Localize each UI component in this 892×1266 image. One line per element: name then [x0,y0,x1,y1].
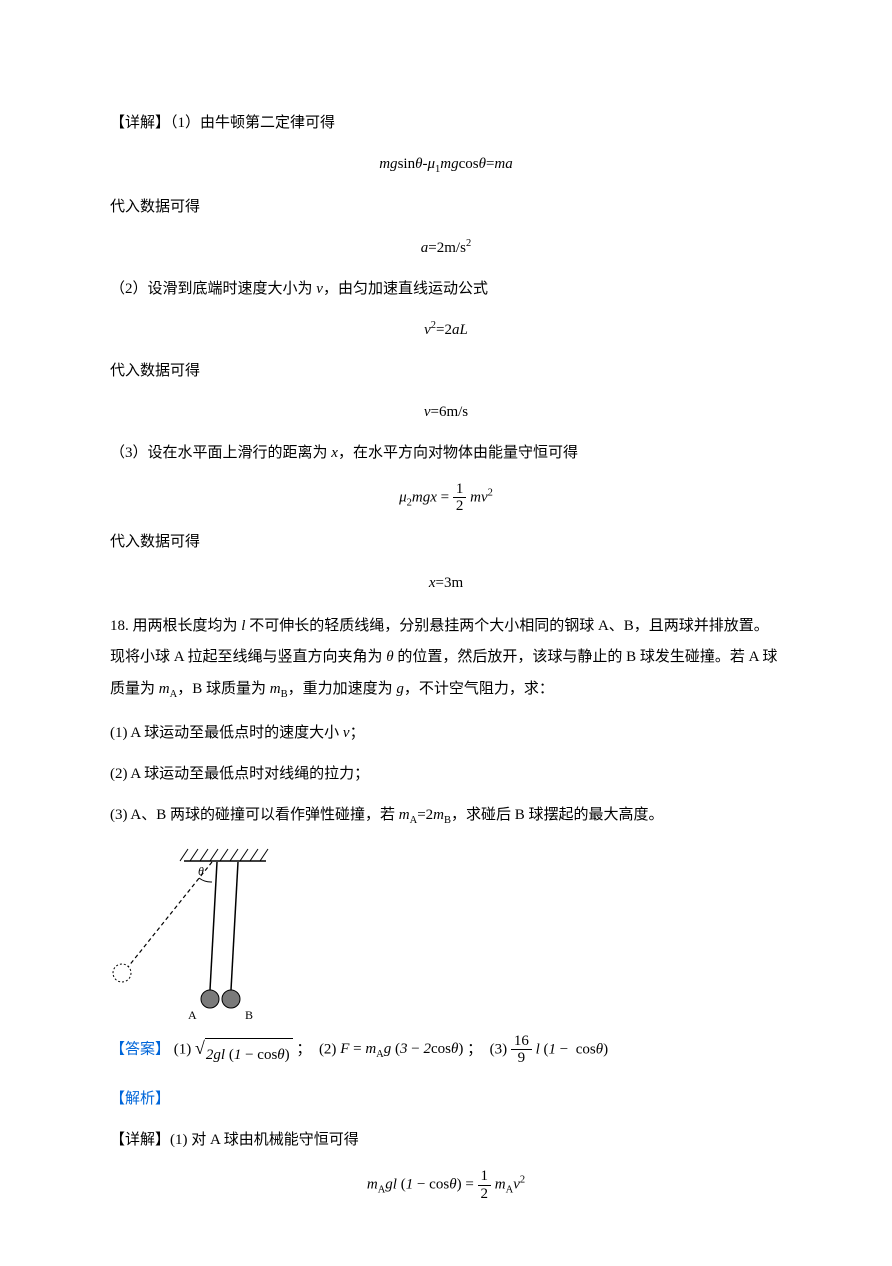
final-mA: m [367,1177,378,1193]
analysis-label: 【解析】 [110,1086,782,1113]
final-m2: m [495,1177,506,1193]
final-gl: gl [385,1177,397,1193]
detail-label: 【详解】（1）由牛顿第二定律可得 [110,110,782,137]
eq3-aL: aL [452,322,468,338]
label-A: A [188,1008,197,1021]
equation-a: a=2m/s2 [110,235,782,262]
frac-den: 2 [453,497,467,515]
q18-e: ，重力加速度为 [288,681,393,697]
q18-3mB: m [433,807,444,823]
eq3-rhs: =2 [436,322,452,338]
final-den: 2 [478,1185,492,1203]
equation-newton2: mgsinθ-μ1mgcosθ=ma [110,151,782,180]
var-l: l [241,618,245,634]
q18-part3: (3) A、B 两球的碰撞可以看作弹性碰撞，若 mA=2mB，求碰后 B 球摆起… [110,802,782,831]
q18-1-text: (1) A 球运动至最低点时的速度大小 [110,725,339,741]
q18-1-semi: ； [350,725,365,741]
var-mB: m [270,681,281,697]
eq5-mv: mv [470,489,488,505]
var-v: v [316,281,323,297]
fraction-half: 1 2 [453,481,467,515]
q18-3tail: ，求碰后 B 球摆起的最大高度。 [451,807,664,823]
q18-a: 18. 用两根长度均为 [110,618,238,634]
ans3-prefix: (3) [490,1041,511,1057]
frac-num: 1 [453,481,467,498]
string-A-icon [210,862,217,990]
angle-arc-icon [199,878,212,882]
eq5-mgx: mgx [412,489,437,505]
detail-2: 【详解】(1) 对 A 球由机械能守恒可得 [110,1127,782,1154]
equation-x-result: x=3m [110,570,782,597]
ans1-prefix: (1) [174,1041,195,1057]
q18-3a: (3) A、B 两球的碰撞可以看作弹性碰撞，若 [110,807,395,823]
part3-lead: （3）设在水平面上滑行的距离为 [110,445,328,461]
part3-tail: ，在水平方向对物体由能量守恒可得 [338,445,578,461]
sqrt-icon: √ 2gl (1 − cosθ) [195,1038,293,1072]
part-2-text: （2）设滑到底端时速度大小为 v，由匀加速直线运动公式 [110,276,782,303]
q18-3eq: =2 [417,807,433,823]
part-3-text: （3）设在水平面上滑行的距离为 x，在水平方向对物体由能量守恒可得 [110,440,782,467]
raised-ball-icon [113,964,131,982]
q18-part2: (2) A 球运动至最低点时对线绳的拉力； [110,761,782,788]
var-mA: m [159,681,170,697]
equation-final: mAgl (1 − cosθ) = 1 2 mAv2 [110,1168,782,1202]
sub-data-3: 代入数据可得 [110,529,782,556]
eq6-x: x [429,575,436,591]
part2-tail: ，由匀加速直线运动公式 [323,281,488,297]
answer-line: 【答案】 (1) √ 2gl (1 − cosθ) ； (2) F = mAg … [110,1033,782,1072]
eq5-mu: μ [399,489,407,505]
final-num: 1 [478,1168,492,1185]
eq6-rest: =3m [436,575,464,591]
answer-label: 【答案】 [110,1041,170,1057]
q18-d: ，B 球质量为 [177,681,266,697]
sub-data-2: 代入数据可得 [110,358,782,385]
ans1-semi: ； [296,1041,311,1057]
q18-1-v: v [343,725,350,741]
equation-energy: μ2mgx = 1 2 mv2 [110,481,782,515]
eq3-v: v [424,322,431,338]
q18-f: ，不计空气阻力，求： [404,681,554,697]
var-x: x [331,445,338,461]
ans2-semi: ； [467,1041,482,1057]
frac-num-16: 16 [511,1033,532,1050]
ceiling-hatch-icon [180,849,268,861]
label-B: B [245,1008,253,1021]
final-eq: = [465,1177,477,1193]
ball-A-icon [201,990,219,1008]
var-g: g [396,681,404,697]
part2-lead: （2）设滑到底端时速度大小为 [110,281,313,297]
var-theta: θ [386,649,393,665]
fraction-half-2: 1 2 [478,1168,492,1202]
q18-3m: m [399,807,410,823]
q18-part1: (1) A 球运动至最低点时的速度大小 v； [110,720,782,747]
theta-label: θ [198,864,204,878]
equation-v2: v2=2aL [110,317,782,344]
pendulum-diagram: θ A B [110,845,278,1021]
sub-data-1: 代入数据可得 [110,194,782,221]
a-value: =2m/s [428,240,466,256]
string-B-icon [231,862,238,990]
fraction-16-9: 16 9 [511,1033,532,1067]
eq4-rest: =6m/s [431,404,469,420]
final-v: v [513,1177,520,1193]
ans2-prefix: (2) [319,1041,340,1057]
eq4-v: v [424,404,431,420]
equation-v-result: v=6m/s [110,399,782,426]
q18-text: 18. 用两根长度均为 l 不可伸长的轻质线绳，分别悬挂两个大小相同的钢球 A、… [110,611,782,706]
ball-B-icon [222,990,240,1008]
frac-den-9: 9 [511,1049,532,1067]
ans3-l: l [536,1041,540,1057]
